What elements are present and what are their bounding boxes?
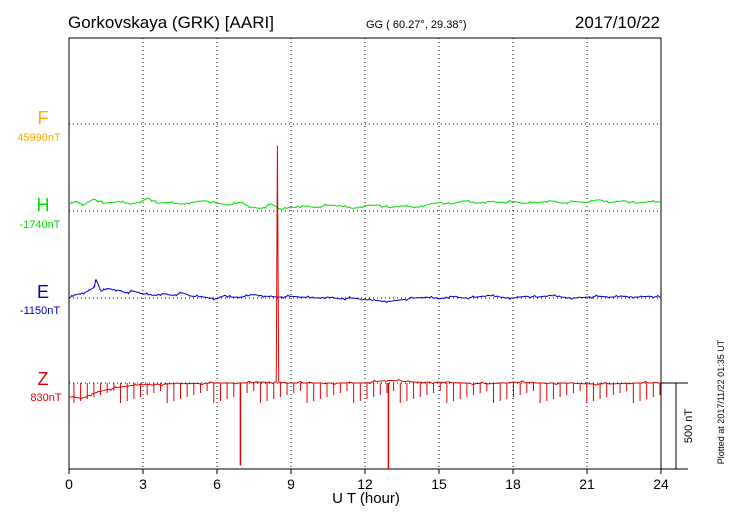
series-line-H xyxy=(68,197,662,210)
plotted-at-note: Plotted at 2017/11/22 01:35 UT xyxy=(716,339,726,464)
x-tick-label-0: 0 xyxy=(65,476,73,492)
x-tick-labels: 0 3 6 9 12 15 18 21 24 xyxy=(65,476,669,492)
series-line-E xyxy=(68,278,662,304)
x-tick-label-3: 3 xyxy=(139,476,147,492)
scale-bar: 500 nT xyxy=(661,382,695,470)
station-coordinates: GG ( 60.27°, 29.38°) xyxy=(366,19,467,31)
series-line-Z xyxy=(68,145,661,400)
x-ticks xyxy=(68,469,662,474)
series-label-F: F xyxy=(38,108,49,128)
scale-bar-label: 500 nT xyxy=(683,409,695,444)
x-tick-label-18: 18 xyxy=(505,476,521,492)
series-label-Z: Z xyxy=(38,369,49,389)
x-tick-label-6: 6 xyxy=(213,476,221,492)
series-label-H: H xyxy=(37,195,50,215)
x-tick-label-12: 12 xyxy=(357,476,373,492)
series-lines xyxy=(68,145,662,469)
series-label-E: E xyxy=(37,282,49,302)
baseline-label-E: -1150nT xyxy=(20,305,60,317)
baseline-label-Z: 830nT xyxy=(30,392,61,404)
x-tick-label-9: 9 xyxy=(287,476,295,492)
baseline-label-F: 45990nT xyxy=(17,132,61,144)
plot-date: 2017/10/22 xyxy=(575,13,660,32)
x-axis-label: U T (hour) xyxy=(332,490,400,507)
station-title: Gorkovskaya (GRK) [AARI] xyxy=(68,13,274,32)
x-tick-label-21: 21 xyxy=(579,476,595,492)
x-tick-label-15: 15 xyxy=(431,476,447,492)
baseline-label-H: -1740nT xyxy=(20,219,61,231)
grid-lines xyxy=(69,38,661,469)
x-tick-label-24: 24 xyxy=(653,476,669,492)
